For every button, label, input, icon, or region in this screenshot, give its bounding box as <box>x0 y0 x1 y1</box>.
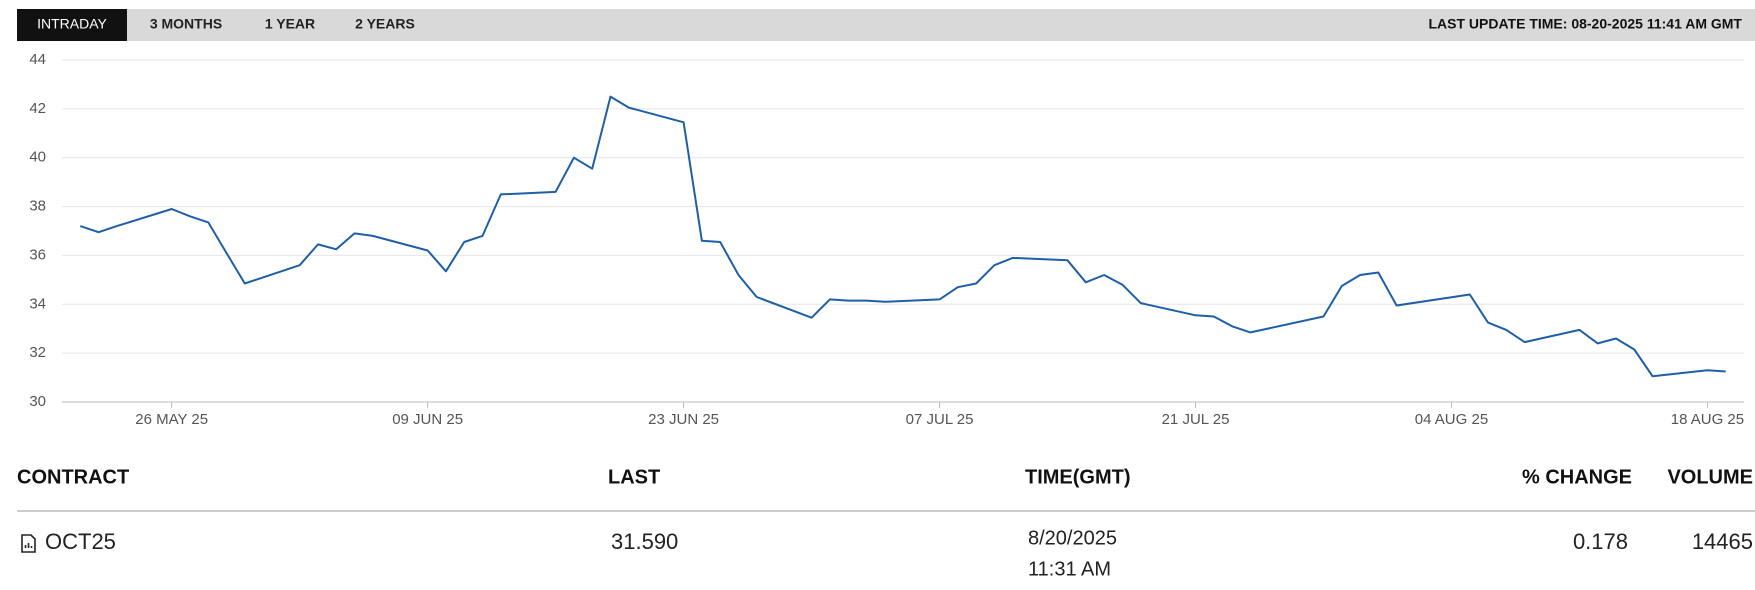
last-update: LAST UPDATE TIME: 08-20-2025 11:41 AM GM… <box>1428 16 1742 32</box>
contract[interactable]: OCT25 <box>45 529 116 554</box>
pct-change: 0.178 <box>1573 529 1628 554</box>
time-date: 8/20/2025 <box>1028 527 1117 549</box>
table-header: % CHANGE <box>1522 466 1632 488</box>
y-tick-label: 40 <box>29 149 46 166</box>
y-tick-label: 44 <box>29 51 46 68</box>
tab[interactable]: INTRADAY <box>37 16 107 32</box>
x-tick-label: 09 JUN 25 <box>392 411 463 428</box>
tab[interactable]: 3 MONTHS <box>150 16 222 32</box>
active-tab-bg <box>17 9 127 41</box>
y-tick-label: 32 <box>29 344 46 361</box>
x-tick-label: 26 MAY 25 <box>135 411 208 428</box>
last-price: 31.590 <box>611 529 678 554</box>
volume: 14465 <box>1692 529 1753 554</box>
y-tick-label: 34 <box>29 295 46 312</box>
y-tick-label: 30 <box>29 393 46 410</box>
table-header: TIME(GMT) <box>1025 466 1131 488</box>
table-header: VOLUME <box>1667 466 1753 488</box>
y-tick-label: 38 <box>29 198 46 215</box>
doc-icon <box>21 534 36 553</box>
price-line <box>79 95 1726 378</box>
table-header: CONTRACT <box>17 466 129 488</box>
tab[interactable]: 2 YEARS <box>355 16 415 32</box>
x-tick-label: 18 AUG 25 <box>1671 411 1744 428</box>
table-header: LAST <box>608 466 660 488</box>
tab-bar <box>17 9 1755 41</box>
x-tick-label: 07 JUL 25 <box>906 411 974 428</box>
time-clock: 11:31 AM <box>1028 558 1111 580</box>
x-tick-label: 23 JUN 25 <box>648 411 719 428</box>
x-tick-label: 21 JUL 25 <box>1162 411 1230 428</box>
tab[interactable]: 1 YEAR <box>265 16 315 32</box>
x-tick-label: 04 AUG 25 <box>1415 411 1488 428</box>
y-tick-label: 36 <box>29 246 46 263</box>
y-tick-label: 42 <box>29 100 46 117</box>
